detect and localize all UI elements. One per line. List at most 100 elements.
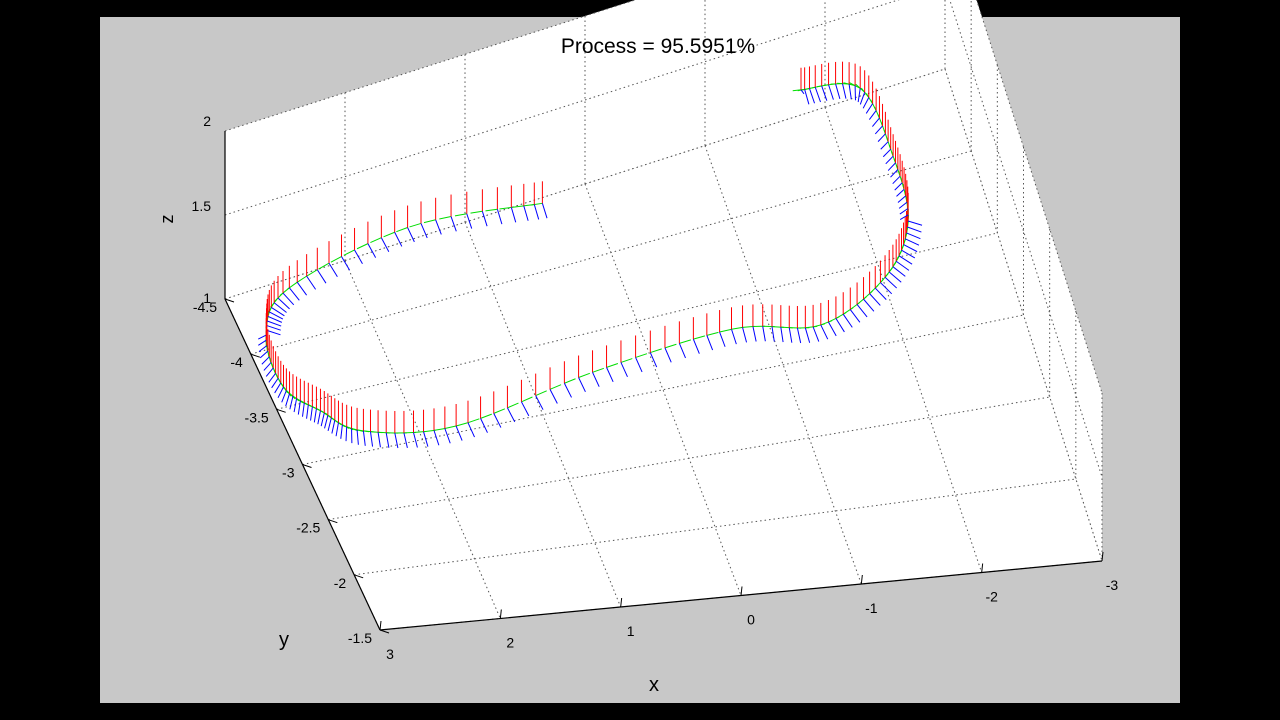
triad-z-arrow: [664, 347, 672, 363]
triad-z-arrow: [289, 396, 294, 410]
x-tick: [620, 597, 623, 608]
triad-z-arrow: [762, 326, 766, 342]
triad-z-arrow: [335, 422, 339, 437]
triad-z-arrow: [899, 214, 909, 220]
triad-z-arrow: [649, 352, 658, 368]
triad-y-arrow: [650, 348, 662, 354]
triad-z-arrow: [877, 133, 886, 142]
triad-z-arrow: [842, 83, 847, 99]
triad-z-arrow: [788, 327, 793, 343]
triad-z-arrow: [821, 85, 828, 101]
triad-z-arrow: [885, 155, 894, 165]
triad-y-arrow: [693, 335, 706, 340]
triad-z-arrow: [293, 398, 298, 413]
triad-y-arrow: [467, 418, 480, 424]
triad-z-arrow: [356, 429, 359, 445]
triad-z-arrow: [563, 383, 572, 398]
y-tick: [224, 298, 235, 303]
z-tick-label: 2: [203, 113, 211, 129]
x-tick: [860, 574, 863, 585]
triad-z-arrow: [266, 329, 281, 336]
triad-z-arrow: [282, 292, 295, 306]
triad-z-arrow: [874, 125, 883, 135]
triad-z-arrow: [288, 287, 300, 301]
back-grid: [224, 0, 1103, 562]
x-tick-label: 3: [386, 646, 394, 662]
back-wall-x: [225, 0, 945, 299]
triad-y-arrow: [860, 87, 870, 98]
triad-z-arrow: [896, 188, 905, 197]
triad-z-arrow: [413, 432, 418, 448]
triad-z-arrow: [894, 182, 903, 191]
triad-z-arrow: [871, 117, 880, 127]
triad-z-arrow: [812, 326, 820, 342]
chart-title: Process = 95.5951%: [561, 35, 755, 58]
triad-z-arrow: [310, 406, 313, 421]
triad-z-arrow: [752, 326, 757, 342]
triad-z-arrow: [888, 271, 902, 283]
triad-y-arrow: [664, 343, 677, 349]
triad-z-arrow: [906, 232, 921, 240]
triad-y-arrow: [792, 88, 805, 92]
triad-z-arrow: [480, 418, 488, 433]
triad-y-arrow: [521, 396, 533, 403]
triad-z-arrow: [320, 412, 325, 427]
triad-z-arrow: [856, 304, 868, 318]
y-tick: [250, 353, 260, 358]
triad-z-arrow: [258, 345, 268, 353]
triad-z-arrow: [814, 87, 821, 103]
triad-z-arrow: [306, 275, 317, 290]
triad-z-arrow: [258, 339, 267, 346]
triad-y-arrow: [318, 262, 330, 270]
triad-z-arrow: [890, 169, 899, 178]
triad-z-arrow: [898, 255, 913, 265]
triad-z-arrow: [901, 249, 916, 259]
triad-z-arrow: [423, 431, 429, 447]
triad-z-arrow: [313, 408, 317, 423]
triad-z-arrow: [541, 203, 548, 219]
triad-z-arrow: [259, 350, 269, 359]
grid-line: [464, 222, 622, 608]
x-tick-label: -3: [1106, 577, 1119, 593]
triad-z-arrow: [809, 88, 816, 104]
triad-z-arrow: [277, 386, 284, 399]
triad-z-arrow: [261, 356, 270, 365]
triad-z-arrow: [380, 237, 390, 252]
triad-z-arrow: [420, 223, 428, 239]
triad-y-arrow: [409, 222, 422, 228]
triad-y-arrow: [549, 384, 562, 390]
triad-z-arrow: [467, 422, 475, 438]
y-tick-label: -3.5: [245, 409, 269, 425]
triad-z-arrow: [327, 417, 332, 432]
x-tick: [1101, 551, 1104, 562]
triad-z-arrow: [849, 309, 861, 323]
trajectory: [258, 61, 923, 449]
triad-y-arrow: [413, 431, 426, 434]
triad-z-arrow: [865, 103, 874, 114]
y-tick: [302, 464, 312, 468]
triad-z-arrow: [267, 320, 282, 327]
triad-y-arrow: [679, 339, 692, 344]
triad-z-arrow: [277, 297, 290, 310]
triad-y-arrow: [606, 363, 619, 368]
triad-y-arrow: [719, 328, 732, 333]
grid-line: [302, 314, 1024, 465]
y-tick-label: -2: [334, 575, 347, 591]
triad-z-arrow: [316, 269, 327, 284]
triad-z-arrow: [510, 207, 517, 223]
triad-z-arrow: [884, 276, 898, 289]
x-tick-label: 2: [506, 635, 514, 651]
triad-y-arrow: [343, 249, 355, 256]
triad-z-arrow: [533, 204, 540, 220]
y-tick-label: -2.5: [296, 520, 320, 536]
triad-z-arrow: [842, 313, 853, 328]
triad-z-arrow: [620, 362, 628, 378]
triad-z-arrow: [297, 400, 301, 415]
triad-y-arrow: [635, 353, 648, 358]
triad-z-arrow: [367, 243, 377, 258]
triad-z-arrow: [903, 244, 918, 253]
triad-z-arrow: [281, 390, 287, 403]
triad-z-arrow: [592, 372, 600, 387]
triad-z-arrow: [285, 393, 291, 407]
